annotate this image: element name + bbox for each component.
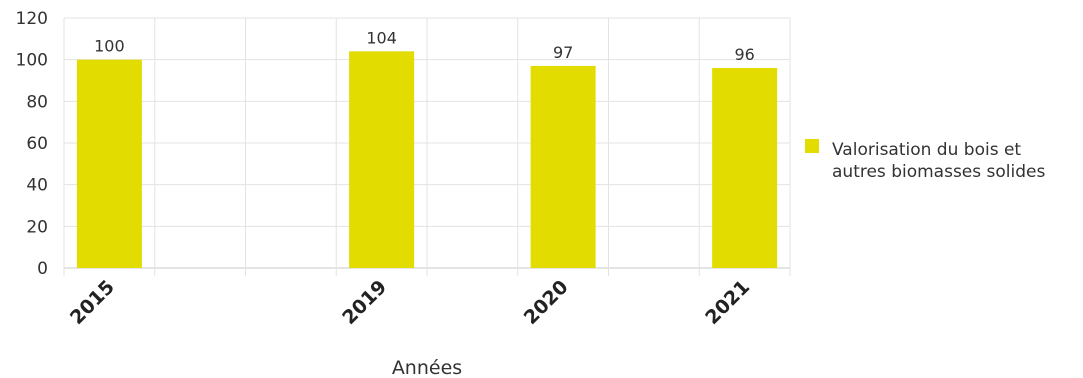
data-label-2019: 104 xyxy=(366,28,397,47)
y-tick-label: 20 xyxy=(26,217,48,237)
bar-2015 xyxy=(76,59,142,268)
y-tick-label: 80 xyxy=(26,92,48,112)
x-tick-label-2020: 2020 xyxy=(520,276,573,329)
data-label-2015: 100 xyxy=(94,37,125,56)
data-label-2021: 96 xyxy=(734,45,754,64)
bar-2019 xyxy=(349,51,415,269)
grid-layer xyxy=(63,17,791,276)
y-tick-label: 60 xyxy=(26,134,48,154)
legend: Valorisation du bois et autres biomasses… xyxy=(805,139,1045,182)
y-tick-label: 120 xyxy=(16,9,48,29)
x-tick-label-2021: 2021 xyxy=(701,276,754,329)
y-tick-label: 40 xyxy=(26,176,48,196)
y-tick-label: 0 xyxy=(37,259,48,279)
x-axis-ticks: 2015 2019 2020 2021 xyxy=(66,276,754,329)
bar-layer xyxy=(76,51,778,269)
x-tick-label-2019: 2019 xyxy=(338,276,391,329)
x-tick-label-2015: 2015 xyxy=(66,276,119,329)
y-axis-ticks: 0 20 40 60 80 100 120 xyxy=(16,9,48,279)
legend-label-line-1: Valorisation du bois et xyxy=(832,140,1021,160)
legend-swatch xyxy=(805,139,819,153)
legend-label-line-2: autres biomasses solides xyxy=(832,162,1045,182)
x-axis-title: Années xyxy=(392,357,462,378)
y-tick-label: 100 xyxy=(16,51,48,71)
bar-2021 xyxy=(712,68,778,268)
data-labels: 100 104 97 96 xyxy=(94,28,755,64)
bar-2020 xyxy=(530,65,596,269)
data-label-2020: 97 xyxy=(553,43,573,62)
